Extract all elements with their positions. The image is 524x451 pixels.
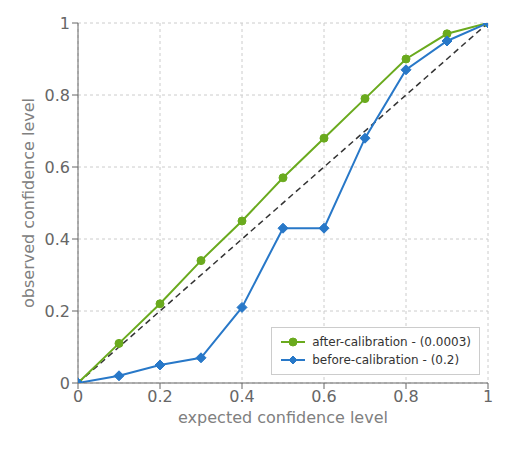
svg-text:0.8: 0.8	[45, 86, 70, 105]
svg-text:expected confidence level: expected confidence level	[178, 408, 388, 427]
svg-text:1: 1	[483, 387, 493, 406]
svg-text:0.4: 0.4	[229, 387, 254, 406]
svg-text:0: 0	[73, 387, 83, 406]
svg-text:0.2: 0.2	[45, 302, 70, 321]
svg-text:0: 0	[60, 374, 70, 393]
html-text:after-calibration - (0.0003): after-calibration - (0.0003)	[312, 335, 471, 349]
html-text:before-calibration - (0.2): before-calibration - (0.2)	[312, 353, 460, 367]
svg-text:observed confidence level: observed confidence level	[19, 98, 38, 308]
svg-text:0.6: 0.6	[311, 387, 336, 406]
svg-text:0.4: 0.4	[45, 230, 70, 249]
svg-text:1: 1	[60, 14, 70, 33]
svg-text:0.8: 0.8	[393, 387, 418, 406]
svg-text:0.2: 0.2	[147, 387, 172, 406]
svg-text:0.6: 0.6	[45, 158, 70, 177]
